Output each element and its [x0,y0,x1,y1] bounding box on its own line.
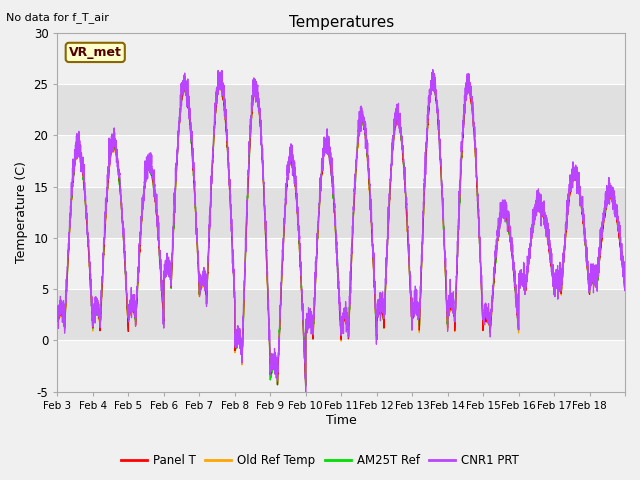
Text: No data for f_T_air: No data for f_T_air [6,12,109,23]
Title: Temperatures: Temperatures [289,15,394,30]
Bar [58,238,625,289]
Text: VR_met: VR_met [69,46,122,59]
Bar [58,33,625,84]
Legend: Panel T, Old Ref Temp, AM25T Ref, CNR1 PRT: Panel T, Old Ref Temp, AM25T Ref, CNR1 P… [116,449,524,472]
Bar [58,187,625,238]
Bar [58,84,625,135]
X-axis label: Time: Time [326,414,356,427]
Bar [58,289,625,340]
Bar [58,135,625,187]
Bar [58,340,625,392]
Y-axis label: Temperature (C): Temperature (C) [15,161,28,263]
